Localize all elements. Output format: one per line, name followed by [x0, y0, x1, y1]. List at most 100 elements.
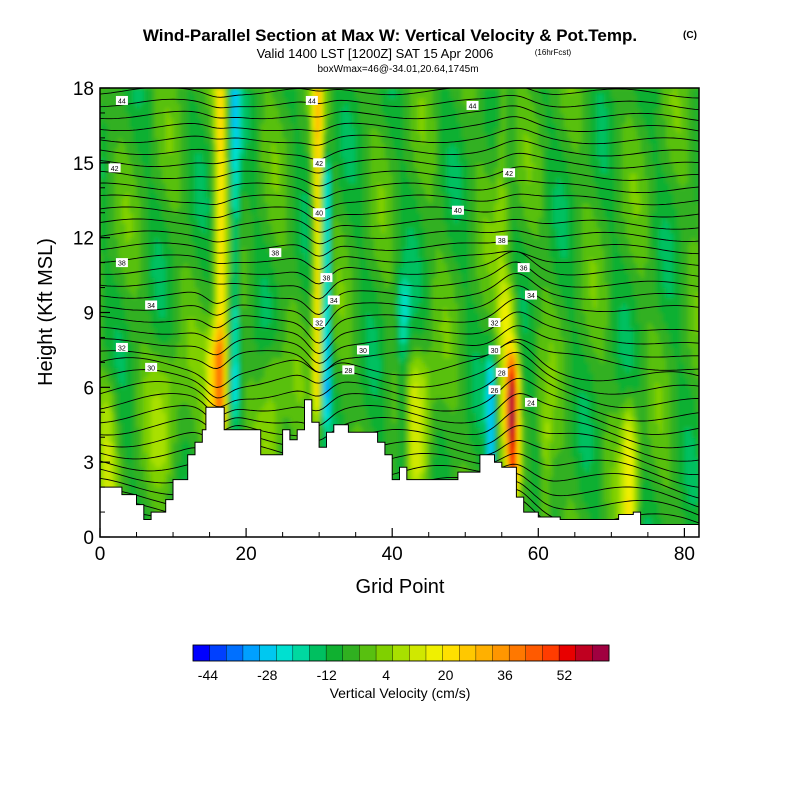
velocity-cell	[224, 307, 229, 314]
velocity-cell	[209, 307, 214, 314]
velocity-cell	[121, 117, 127, 124]
velocity-cell	[300, 382, 306, 388]
velocity-cell	[140, 282, 145, 289]
velocity-cell	[191, 202, 196, 209]
velocity-cell	[231, 177, 236, 184]
velocity-cell	[173, 462, 178, 468]
velocity-cell	[293, 142, 298, 149]
velocity-cell	[260, 297, 265, 304]
velocity-cell	[132, 407, 138, 413]
velocity-cell	[118, 88, 123, 94]
velocity-cell	[246, 417, 251, 423]
velocity-cell	[136, 447, 141, 453]
velocity-cell	[278, 387, 284, 393]
velocity-cell	[129, 162, 134, 169]
velocity-cell	[140, 322, 145, 329]
velocity-cell	[187, 417, 192, 423]
velocity-cell	[110, 472, 116, 478]
velocity-cell	[282, 192, 287, 199]
velocity-cell	[275, 142, 280, 149]
velocity-cell	[293, 287, 298, 294]
velocity-cell	[110, 442, 116, 448]
velocity-cell	[143, 132, 149, 139]
velocity-cell	[282, 117, 287, 124]
velocity-cell	[275, 152, 280, 159]
velocity-cell	[282, 267, 287, 274]
velocity-cell	[100, 397, 105, 403]
velocity-cell	[143, 187, 149, 194]
velocity-cell	[249, 247, 254, 254]
velocity-cell	[176, 217, 181, 224]
velocity-cell	[235, 327, 240, 334]
velocity-cell	[249, 307, 254, 314]
velocity-cell	[129, 142, 134, 149]
velocity-cell	[264, 347, 269, 354]
velocity-cell	[249, 132, 254, 139]
velocity-cell	[165, 397, 170, 403]
velocity-cell	[162, 107, 167, 114]
velocity-cell	[191, 112, 196, 119]
velocity-cell	[198, 122, 203, 129]
velocity-cell	[173, 437, 178, 443]
velocity-cell	[271, 322, 276, 329]
velocity-cell	[136, 452, 141, 458]
velocity-cell	[129, 297, 134, 304]
velocity-cell	[176, 167, 181, 174]
velocity-cell	[125, 122, 130, 129]
velocity-cell	[216, 352, 222, 358]
velocity-cell	[278, 137, 284, 144]
velocity-cell	[154, 377, 160, 383]
velocity-cell	[180, 342, 185, 349]
velocity-cell	[187, 157, 192, 164]
velocity-cell	[158, 257, 163, 264]
velocity-cell	[154, 232, 160, 239]
velocity-cell	[103, 157, 108, 164]
velocity-cell	[253, 337, 258, 344]
velocity-cell	[198, 152, 203, 159]
velocity-cell	[132, 362, 138, 368]
velocity-cell	[103, 412, 108, 418]
velocity-cell	[257, 182, 262, 189]
velocity-cell	[264, 342, 269, 349]
velocity-cell	[300, 332, 306, 339]
velocity-cell	[136, 197, 141, 204]
velocity-cell	[253, 372, 258, 378]
velocity-cell	[278, 107, 284, 114]
velocity-cell	[176, 287, 181, 294]
velocity-cell	[271, 282, 276, 289]
velocity-cell	[297, 212, 302, 219]
velocity-cell	[129, 352, 134, 358]
velocity-cell	[216, 362, 222, 368]
velocity-cell	[121, 107, 127, 114]
velocity-cell	[151, 472, 156, 478]
velocity-cell	[129, 117, 134, 124]
velocity-cell	[125, 162, 130, 169]
velocity-cell	[271, 202, 276, 209]
velocity-cell	[293, 252, 298, 259]
velocity-cell	[191, 127, 196, 134]
velocity-cell	[220, 337, 225, 344]
velocity-cell	[264, 282, 269, 289]
velocity-cell	[129, 217, 134, 224]
velocity-cell	[110, 92, 116, 99]
velocity-cell	[194, 202, 200, 209]
velocity-cell	[140, 362, 145, 368]
velocity-cell	[100, 162, 105, 169]
velocity-cell	[107, 152, 112, 159]
velocity-cell	[103, 307, 108, 314]
velocity-cell	[216, 212, 222, 219]
velocity-cell	[205, 357, 211, 363]
velocity-cell	[260, 252, 265, 259]
velocity-cell	[253, 397, 258, 403]
velocity-cell	[143, 382, 149, 388]
velocity-cell	[136, 102, 141, 109]
velocity-cell	[162, 277, 167, 284]
velocity-cell	[114, 352, 119, 358]
velocity-cell	[132, 112, 138, 119]
velocity-cell	[191, 417, 196, 423]
velocity-cell	[151, 132, 156, 139]
velocity-cell	[300, 337, 306, 344]
velocity-cell	[209, 227, 214, 234]
velocity-cell	[169, 297, 174, 304]
velocity-cell	[242, 212, 247, 219]
